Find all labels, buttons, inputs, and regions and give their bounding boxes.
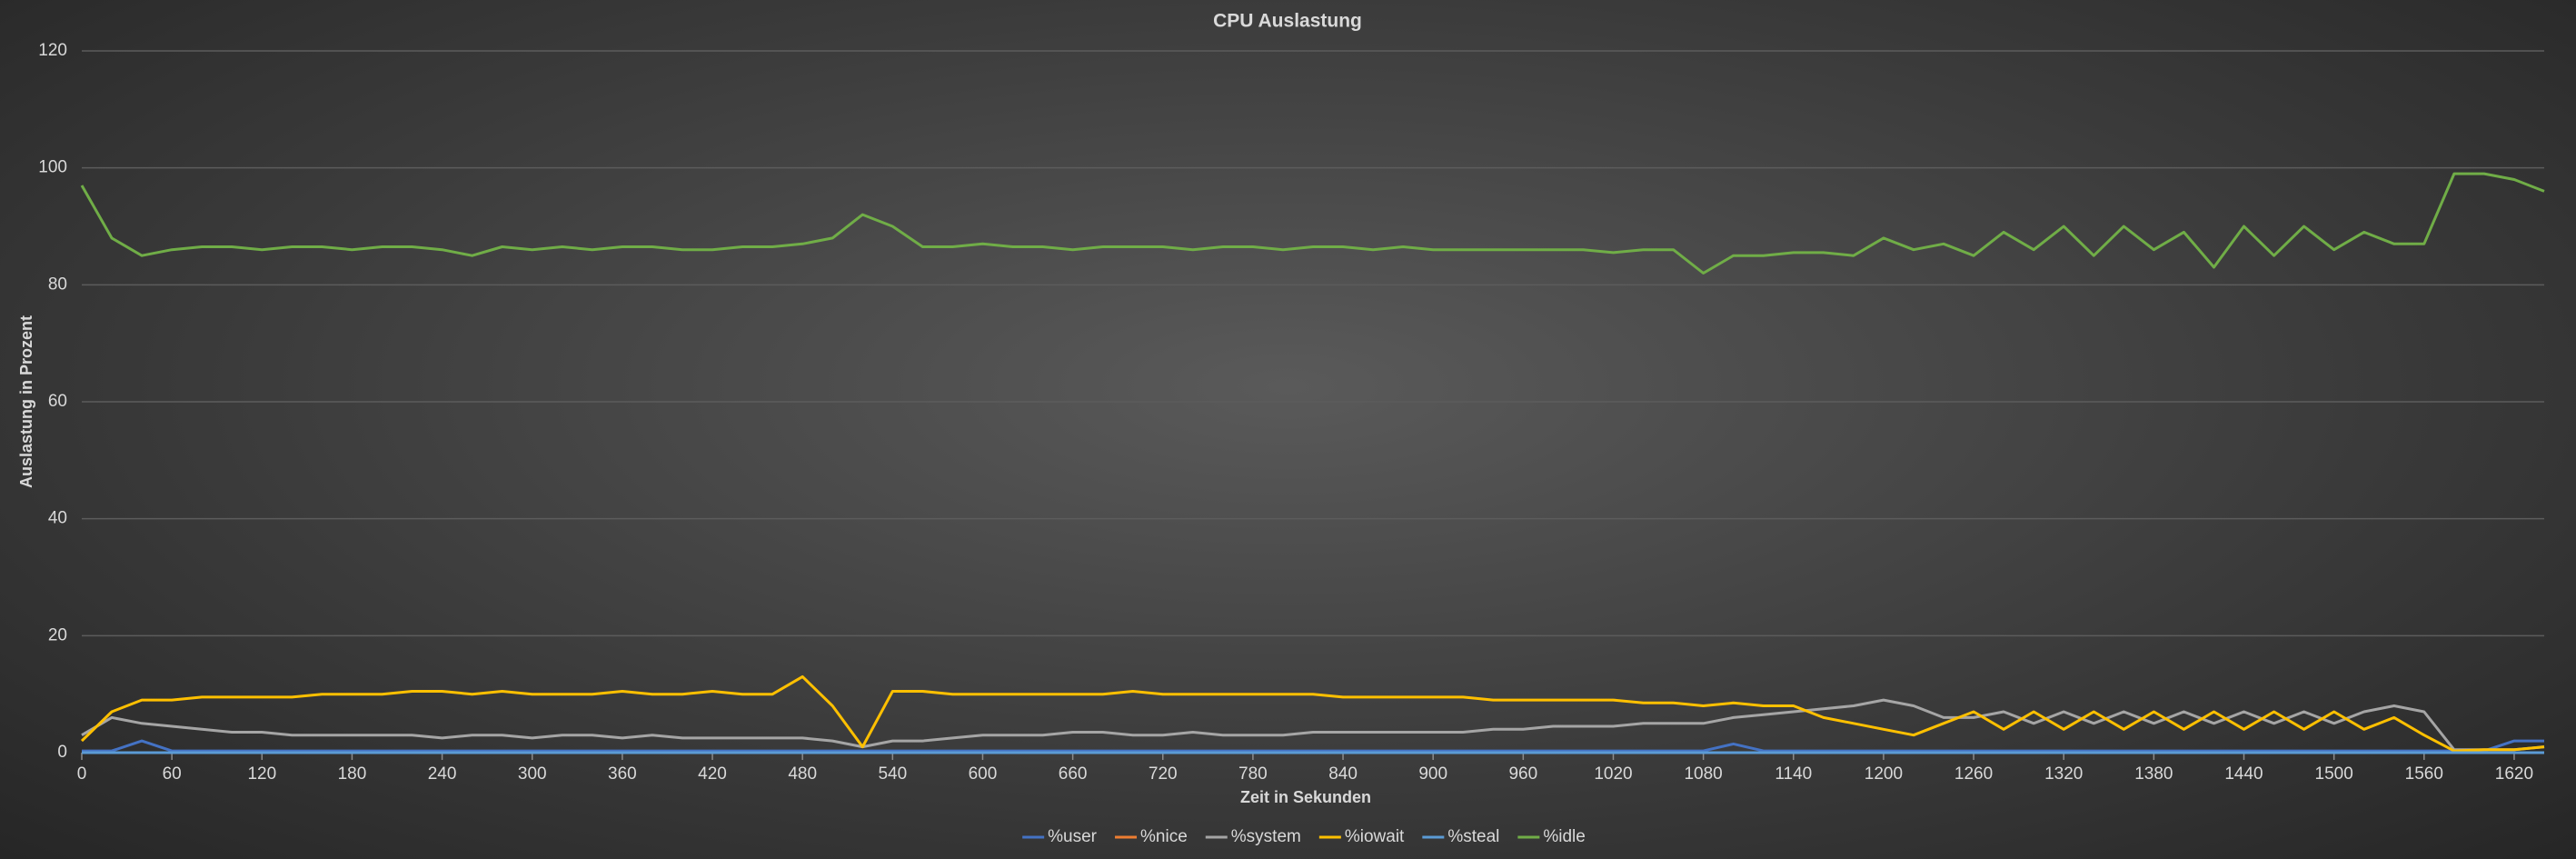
chart-title: CPU Auslastung xyxy=(1213,11,1362,32)
x-tick-label: 300 xyxy=(518,764,547,784)
x-tick-label: 600 xyxy=(969,764,998,784)
legend-label: %system xyxy=(1231,827,1301,846)
legend-label: %user xyxy=(1048,827,1098,846)
x-tick-label: 1500 xyxy=(2315,764,2353,784)
legend-label: %idle xyxy=(1543,827,1585,846)
x-tick-label: 1380 xyxy=(2134,764,2173,784)
y-tick-label: 120 xyxy=(38,41,67,60)
legend-label: %iowait xyxy=(1345,827,1405,846)
x-tick-label: 720 xyxy=(1149,764,1178,784)
x-tick-label: 60 xyxy=(163,764,182,784)
x-tick-label: 480 xyxy=(788,764,817,784)
legend-label: %steal xyxy=(1447,827,1499,846)
line-series xyxy=(80,172,2545,275)
x-tick-label: 120 xyxy=(247,764,276,784)
x-tick-label: 1140 xyxy=(1775,764,1812,784)
x-tick-label: 960 xyxy=(1508,764,1537,784)
x-tick-label: 180 xyxy=(338,764,367,784)
x-tick-label: 360 xyxy=(608,764,637,784)
line-series xyxy=(82,739,2544,753)
x-tick-label: 1080 xyxy=(1684,764,1722,784)
y-tick-label: 20 xyxy=(48,625,67,644)
x-tick-label: 1200 xyxy=(1865,764,1903,784)
y-tick-label: 80 xyxy=(48,275,67,294)
y-axis-label: Auslastung in Prozent xyxy=(17,315,35,488)
x-tick-label: 840 xyxy=(1328,764,1358,784)
x-tick-label: 1560 xyxy=(2405,764,2443,784)
x-tick-label: 660 xyxy=(1059,764,1088,784)
x-tick-label: 1020 xyxy=(1594,764,1632,784)
x-tick-label: 900 xyxy=(1418,764,1447,784)
x-tick-label: 240 xyxy=(428,764,457,784)
y-tick-label: 0 xyxy=(57,743,67,762)
legend-label: %nice xyxy=(1140,827,1188,846)
y-tick-label: 60 xyxy=(48,392,67,411)
y-tick-label: 100 xyxy=(38,158,67,177)
y-tick-label: 40 xyxy=(48,509,67,528)
x-tick-label: 0 xyxy=(77,764,87,784)
x-tick-label: 780 xyxy=(1238,764,1268,784)
x-axis-label: Zeit in Sekunden xyxy=(1240,788,1371,806)
x-tick-label: 540 xyxy=(878,764,907,784)
x-tick-label: 1620 xyxy=(2495,764,2533,784)
line-series xyxy=(80,674,2545,753)
x-tick-label: 1320 xyxy=(2044,764,2083,784)
line-series xyxy=(81,698,2545,752)
x-tick-label: 420 xyxy=(698,764,727,784)
x-tick-label: 1260 xyxy=(1954,764,1993,784)
x-tick-label: 1440 xyxy=(2224,764,2263,784)
